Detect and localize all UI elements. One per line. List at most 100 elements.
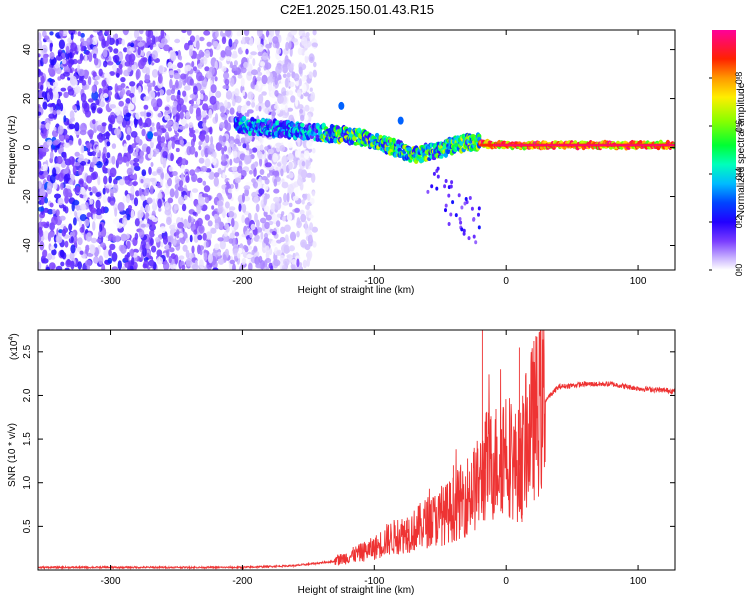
spectrogram-feature	[397, 116, 404, 125]
spectrogram-cell	[294, 266, 302, 270]
y-tick-label: 20	[22, 93, 33, 105]
spectrogram-cell	[288, 40, 292, 50]
spectrogram-cell	[233, 43, 237, 50]
spectrogram-cell	[274, 75, 278, 86]
spectrogram-cell	[301, 160, 306, 167]
spectrogram-cell	[171, 84, 176, 92]
spectrogram-cell	[339, 137, 344, 143]
spectrogram-cell	[449, 184, 453, 189]
spectrogram-cell	[157, 192, 163, 201]
spectrogram-cell	[232, 244, 239, 254]
spectrogram-cell	[201, 110, 207, 118]
spectrogram-cell	[213, 151, 217, 159]
spectrogram-cell	[232, 98, 236, 107]
spectrogram-cell	[105, 184, 113, 189]
spectrogram-cell	[205, 171, 210, 177]
spectrogram-cell	[160, 172, 164, 180]
spectrogram-cell	[287, 153, 294, 161]
spectrogram-cell	[153, 230, 161, 236]
spectrogram-cell	[47, 103, 54, 108]
spectrogram-cell	[279, 254, 285, 262]
spectrogram-cell	[116, 72, 120, 78]
spectrogram-cell	[293, 73, 300, 82]
spectrogram-cell	[167, 197, 174, 204]
spectrogram-cell	[264, 146, 269, 151]
spectrogram-cell	[219, 122, 226, 129]
spectrogram-cell	[148, 90, 156, 100]
spectrogram-cell	[274, 170, 280, 179]
spectrogram-cell	[225, 56, 231, 62]
spectrogram-cell	[258, 105, 262, 112]
snr-y-axis: 0.5 1.0 1.5 2.0 2.5	[22, 344, 675, 533]
spectrogram-cell	[43, 207, 49, 213]
spectrogram-cell	[286, 36, 292, 42]
spectrogram-cell	[140, 178, 144, 184]
spectrogram-cell	[140, 50, 145, 57]
spectrogram-cell	[265, 250, 270, 260]
spectrogram-cell	[251, 191, 258, 198]
spectrogram-cell	[459, 220, 463, 225]
spectrogram-cell	[217, 251, 222, 257]
spectrogram-cell	[477, 225, 481, 230]
spectrogram-cell	[406, 147, 412, 151]
spectrogram-cell	[166, 94, 171, 103]
spectrogram-cell	[64, 240, 69, 248]
spectrogram-cell	[217, 237, 224, 242]
spectrogram-cell	[287, 184, 294, 194]
spectrogram-cell	[118, 100, 124, 107]
spectrogram-cell	[44, 35, 50, 40]
spectrogram-cell	[143, 104, 149, 110]
spectrogram-cell	[38, 111, 42, 116]
spectrogram-cell	[312, 147, 316, 154]
spectrogram-cell	[209, 126, 213, 135]
spectrogram-cell	[78, 167, 83, 176]
spectrogram-feature	[147, 131, 154, 140]
spectrogram-cell	[205, 231, 212, 240]
spectrogram-cell	[259, 169, 265, 175]
spectrogram-cell	[108, 249, 112, 257]
spectrogram-cell	[251, 178, 256, 183]
x-tick-label: -200	[232, 276, 252, 287]
spectrogram-cell	[189, 94, 196, 99]
spectrogram-cell	[228, 38, 233, 48]
spectrogram-cell	[106, 152, 111, 159]
spectrogram-cell	[305, 32, 310, 37]
spectrogram-cell	[197, 197, 205, 206]
spectrogram-cell	[259, 157, 263, 167]
spectrogram-cell	[268, 82, 273, 92]
spectrogram-cell	[156, 249, 163, 257]
spectrogram-cell	[312, 30, 317, 36]
spectrogram-cell	[156, 128, 163, 136]
spectrogram-cell	[61, 59, 67, 65]
spectrogram-cell	[82, 100, 88, 109]
spectrogram-cell	[64, 173, 71, 182]
spectrogram-cell	[249, 232, 253, 238]
spectrogram-cell	[189, 145, 196, 155]
spectrogram-cell	[57, 197, 64, 206]
spectrogram-cell	[92, 53, 97, 59]
spectrogram-cell	[203, 252, 208, 262]
spectrogram-cell	[162, 158, 167, 169]
spectrogram-cell	[214, 222, 220, 230]
spectrogram-cell	[45, 122, 51, 130]
spectrogram-cell	[44, 197, 48, 204]
spectrogram-cell	[102, 187, 106, 195]
spectrogram-cell	[185, 238, 189, 243]
spectrogram-cell	[86, 264, 90, 270]
spectrogram-cell	[225, 90, 233, 100]
spectrogram-cell	[99, 223, 103, 232]
spectrogram-cell	[132, 181, 139, 186]
spectrogram-cell	[283, 156, 289, 162]
spectrogram-cell	[134, 218, 140, 227]
spectrogram-cell	[126, 134, 131, 141]
spectrogram-cell	[219, 239, 226, 250]
spectrogram-cell	[151, 69, 159, 78]
spectrogram-cell	[256, 71, 263, 76]
spectrogram-cell	[130, 85, 136, 96]
spectrogram-cell	[156, 91, 161, 97]
spectrogram-frame	[37, 29, 676, 271]
spectrogram-cell	[241, 214, 245, 224]
spectrogram-cell	[143, 183, 150, 189]
spectrogram-cell	[71, 201, 75, 212]
spectrogram-cell	[247, 91, 254, 100]
